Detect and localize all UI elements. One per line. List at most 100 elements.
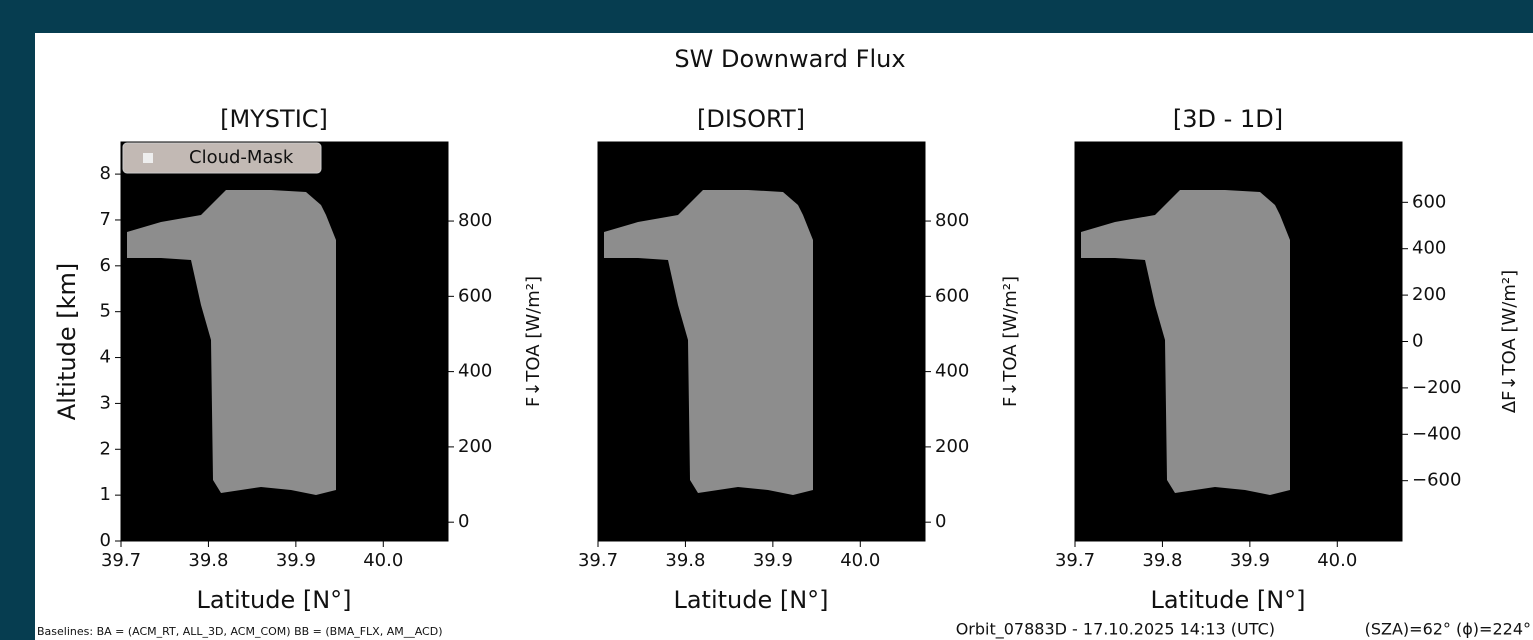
heatmap-cell	[1118, 495, 1163, 542]
heatmap-cell	[339, 495, 384, 542]
heatmap-cell	[121, 311, 166, 359]
heatmap-cell	[1075, 265, 1120, 313]
colorbar-tick-label: 600	[1412, 191, 1446, 212]
heatmap-cell	[1293, 449, 1338, 496]
heatmap-cell	[729, 495, 774, 542]
heatmap-cell	[816, 495, 861, 542]
heatmap-cell	[383, 174, 428, 221]
colorbar-tick-label: 600	[935, 285, 969, 306]
x-tick-label: 39.9	[753, 550, 793, 571]
heatmap-cell	[860, 495, 905, 542]
heatmap-cell	[816, 219, 861, 267]
heatmap-cell	[860, 449, 905, 496]
heatmap-cell	[121, 449, 166, 496]
heatmap-cell	[1118, 403, 1163, 450]
heatmap-cell	[252, 495, 297, 542]
heatmap-cell	[121, 357, 166, 404]
heatmap-cell	[1118, 311, 1163, 359]
y-tick-label: 3	[100, 392, 111, 413]
heatmap-cell	[1337, 495, 1382, 542]
heatmap-cell	[1293, 495, 1338, 542]
heatmap-cell	[1337, 174, 1382, 221]
x-tick-label: 39.8	[1142, 550, 1182, 571]
heatmap-cell	[1293, 174, 1338, 221]
legend-box	[122, 142, 322, 174]
heatmap-cell	[1337, 311, 1382, 359]
colorbar-tick-label: 400	[935, 361, 969, 382]
colorbar-tick-label: 800	[935, 210, 969, 231]
footer-left: Baselines: BA = (ACM_RT, ALL_3D, ACM_COM…	[37, 625, 443, 638]
heatmap-cell	[1337, 219, 1382, 267]
y-tick-label: 7	[100, 209, 111, 230]
y-tick-label: 2	[100, 438, 111, 459]
heatmap-cell	[121, 174, 166, 221]
heatmap-cell	[383, 357, 428, 404]
colorbar-label: F↓TOA [W/m²]	[523, 276, 544, 407]
heatmap-cell	[816, 449, 861, 496]
x-tick-label: 39.9	[1230, 550, 1270, 571]
heatmap-cell	[860, 174, 905, 221]
heatmap-cell	[598, 142, 643, 175]
x-tick-label: 39.8	[665, 550, 705, 571]
heatmap-cell	[383, 265, 428, 313]
y-tick-label: 8	[100, 163, 111, 184]
heatmap-cell	[164, 311, 209, 359]
colorbar-label: F↓TOA [W/m²]	[1000, 276, 1021, 407]
heatmap-cell	[1075, 403, 1120, 450]
heatmap-cell	[1075, 357, 1120, 404]
y-tick-label: 0	[100, 530, 111, 551]
heatmap-cell	[164, 174, 209, 221]
x-tick-label: 40.0	[363, 550, 403, 571]
colorbar-tick-label: 400	[1412, 238, 1446, 259]
heatmap-cell	[208, 495, 253, 542]
heatmap-cell	[816, 142, 861, 175]
heatmap-cell	[598, 403, 643, 450]
x-axis-label: Latitude [N°]	[673, 586, 828, 614]
colorbar-tick-label: −400	[1412, 423, 1461, 444]
heatmap-cell	[598, 311, 643, 359]
heatmap-cell	[641, 495, 686, 542]
footer-angles: (SZA)=62° (ϕ)=224°	[1365, 620, 1531, 639]
legend-label: Cloud-Mask	[189, 147, 294, 168]
heatmap-cell	[1075, 449, 1120, 496]
heatmap-cell	[339, 265, 384, 313]
cloud-mask	[127, 190, 336, 495]
heatmap-cell	[1337, 357, 1382, 404]
heatmap-cell	[339, 174, 384, 221]
heatmap-cell	[1075, 142, 1120, 175]
footer-right: Orbit_07883D - 17.10.2025 14:13 (UTC)	[956, 620, 1275, 640]
heatmap-cell	[860, 265, 905, 313]
heatmap-cell	[598, 265, 643, 313]
heatmap-cell	[121, 265, 166, 313]
heatmap-cell	[1249, 142, 1295, 175]
heatmap-cell	[1293, 142, 1338, 175]
heatmap-cell	[641, 449, 686, 496]
heatmap-cell	[816, 265, 861, 313]
x-axis-label: Latitude [N°]	[196, 586, 351, 614]
panel-title: [MYSTIC]	[220, 105, 328, 133]
heatmap-cell	[1075, 311, 1120, 359]
heatmap-cell	[339, 142, 384, 175]
y-tick-label: 1	[100, 484, 111, 505]
x-tick-label: 39.9	[276, 550, 316, 571]
heatmap-cell	[383, 311, 428, 359]
heatmap-cell	[816, 311, 861, 359]
heatmap-cell	[1293, 265, 1338, 313]
heatmap-cell	[1337, 449, 1382, 496]
heatmap-cell	[729, 142, 774, 175]
heatmap-cell	[685, 495, 730, 542]
heatmap-cell	[1206, 495, 1251, 542]
heatmap-cell	[598, 357, 643, 404]
heatmap-cell	[339, 449, 384, 496]
heatmap-cell	[860, 311, 905, 359]
heatmap-cell	[1118, 174, 1163, 221]
y-tick-label: 4	[100, 347, 111, 368]
colorbar	[426, 141, 449, 542]
colorbar-tick-label: 200	[935, 436, 969, 457]
colorbar-tick-label: 800	[458, 210, 492, 231]
heatmap-cell	[772, 495, 818, 542]
colorbar-tick-label: −600	[1412, 470, 1461, 491]
colorbar-tick-label: 200	[458, 436, 492, 457]
